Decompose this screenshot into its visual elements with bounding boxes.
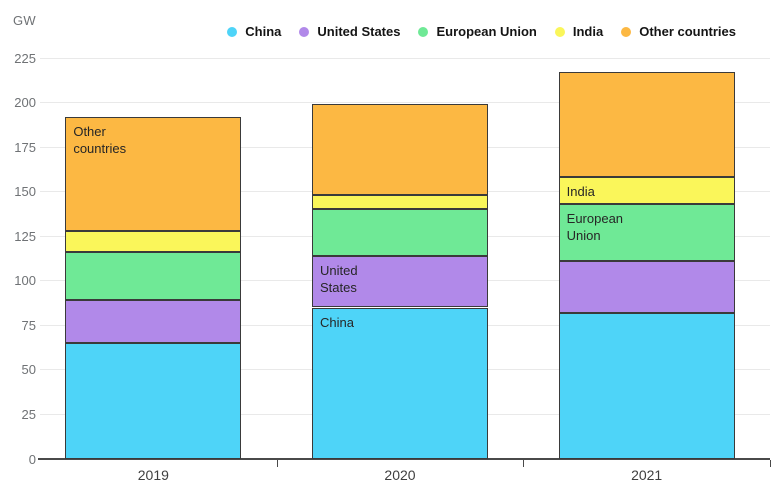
y-tick-label-25: 25 bbox=[21, 406, 36, 422]
bar-segment-2020-china[interactable] bbox=[312, 307, 488, 459]
legend-swatch-india bbox=[554, 26, 565, 37]
bar-segment-2021-other-countries[interactable] bbox=[558, 72, 735, 178]
legend-label-china: China bbox=[245, 24, 282, 39]
legend-item-other-countries: Other countries bbox=[621, 24, 736, 39]
legend-item-china: China bbox=[227, 24, 281, 39]
bar-segment-2020-other-countries[interactable] bbox=[312, 104, 488, 196]
legend-swatch-china bbox=[227, 26, 238, 37]
y-tick-label-50: 50 bbox=[21, 362, 36, 378]
bar-segment-2021-european-union[interactable] bbox=[558, 204, 735, 262]
bar-segment-2019-other-countries[interactable] bbox=[65, 116, 242, 231]
legend-swatch-european-union bbox=[418, 26, 429, 37]
y-tick-label-125: 125 bbox=[14, 228, 36, 244]
legend-label-other-countries: Other countries bbox=[639, 24, 736, 39]
legend: China United States European Union India Oth… bbox=[227, 24, 736, 39]
bar-segment-2021-china[interactable] bbox=[558, 312, 735, 459]
bar-segment-2019-united-states[interactable] bbox=[65, 300, 242, 344]
bar-segment-2021-united-states[interactable] bbox=[558, 261, 735, 313]
legend-label-european-union: European Union bbox=[436, 24, 537, 39]
legend-item-european-union: European Union bbox=[418, 24, 537, 39]
x-axis-tick bbox=[276, 460, 278, 467]
legend-item-india: India bbox=[554, 24, 604, 39]
legend-swatch-united-states bbox=[299, 26, 310, 37]
bar-segment-2020-india[interactable] bbox=[312, 195, 488, 210]
bar-segment-2019-european-union[interactable] bbox=[65, 252, 242, 301]
y-tick-label-150: 150 bbox=[14, 184, 36, 200]
gridline-225 bbox=[40, 57, 770, 59]
bar-segment-2020-united-states[interactable] bbox=[312, 255, 488, 308]
bar-segment-2020-european-union[interactable] bbox=[312, 209, 488, 256]
x-category-label-2019: 2019 bbox=[137, 467, 169, 483]
y-tick-label-175: 175 bbox=[14, 139, 36, 155]
y-tick-label-75: 75 bbox=[21, 317, 36, 333]
legend-item-united-states: United States bbox=[299, 24, 400, 39]
y-tick-label-100: 100 bbox=[14, 273, 36, 289]
x-axis-tick bbox=[770, 460, 771, 467]
bar-segment-2019-china[interactable] bbox=[65, 343, 242, 459]
y-tick-label-225: 225 bbox=[14, 50, 36, 66]
bar-segment-2021-india[interactable] bbox=[558, 177, 735, 205]
legend-label-united-states: United States bbox=[317, 24, 401, 39]
x-axis-tick bbox=[523, 460, 525, 467]
y-tick-label-200: 200 bbox=[14, 95, 36, 111]
x-category-label-2020: 2020 bbox=[384, 467, 416, 483]
x-axis-line bbox=[38, 458, 770, 460]
y-tick-label-0: 0 bbox=[28, 451, 36, 467]
legend-label-india: India bbox=[572, 24, 604, 39]
legend-swatch-other-countries bbox=[621, 26, 632, 37]
y-axis-unit-label: GW bbox=[13, 13, 36, 28]
bar-segment-2019-india[interactable] bbox=[65, 230, 242, 253]
x-category-label-2021: 2021 bbox=[631, 467, 663, 483]
